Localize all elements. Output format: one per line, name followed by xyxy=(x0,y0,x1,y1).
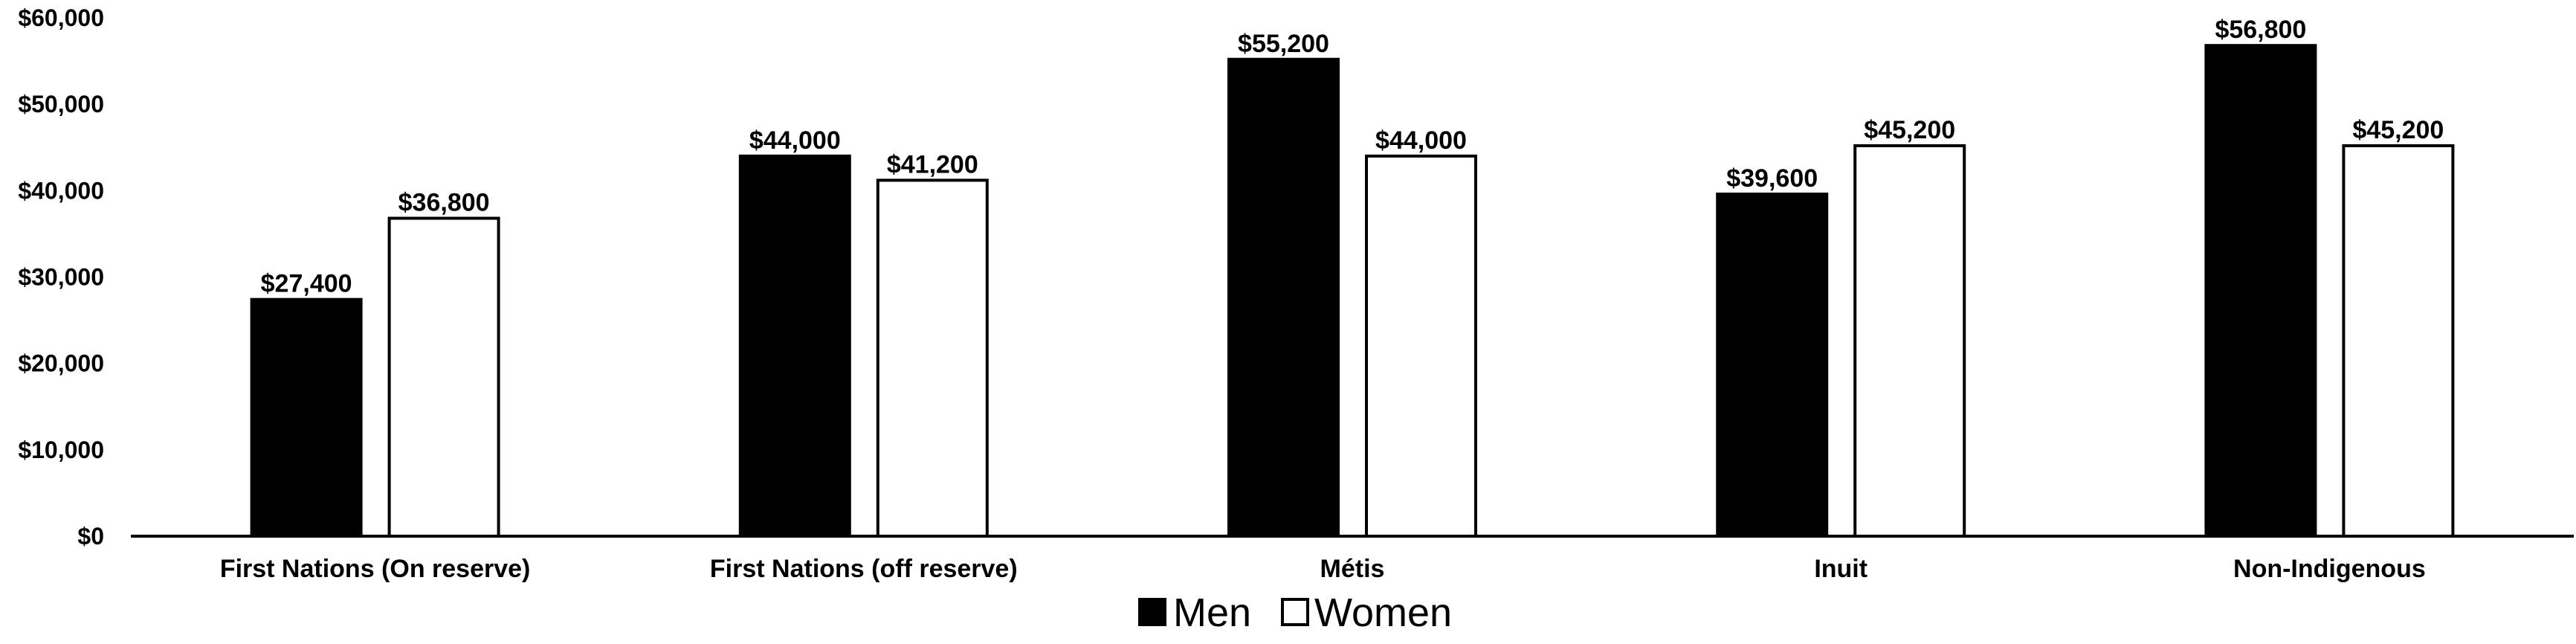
bar-women xyxy=(1853,144,1966,538)
data-label-women: $45,200 xyxy=(1864,116,1955,144)
data-label-men: $55,200 xyxy=(1238,30,1329,58)
data-label-women: $45,200 xyxy=(2352,116,2444,144)
bar-men xyxy=(738,154,851,538)
x-category-label: First Nations (On reserve) xyxy=(220,555,531,583)
data-label-men: $56,800 xyxy=(2215,16,2306,44)
legend-label-women: Women xyxy=(1314,590,1452,635)
y-tick-label: $0 xyxy=(77,523,104,550)
data-label-women: $36,800 xyxy=(398,189,490,217)
data-label-men: $39,600 xyxy=(1726,164,1818,193)
bar-women xyxy=(2342,144,2455,538)
legend-label-men: Men xyxy=(1173,590,1251,635)
x-category-label: Inuit xyxy=(1814,555,1868,583)
x-category-label: First Nations (off reserve) xyxy=(710,555,1018,583)
bar-men xyxy=(250,297,363,538)
bar-men xyxy=(2204,44,2317,538)
data-label-men: $44,000 xyxy=(749,126,841,155)
data-label-men: $27,400 xyxy=(261,270,352,298)
y-tick-label: $10,000 xyxy=(18,437,104,463)
bar-women xyxy=(876,178,989,538)
y-tick-label: $50,000 xyxy=(18,91,104,117)
legend: Men Women xyxy=(1138,590,1452,635)
bar-men xyxy=(1716,192,1829,538)
x-category-label: Métis xyxy=(1320,555,1385,583)
data-label-women: $41,200 xyxy=(887,150,978,178)
bars: $27,400 $36,800 $44,000 $41,200 $55,200 $44,0… xyxy=(250,16,2455,538)
y-tick-label: $30,000 xyxy=(18,264,104,291)
data-label-women: $44,000 xyxy=(1375,126,1467,155)
y-tick-label: $20,000 xyxy=(18,350,104,377)
x-category-label: Non-Indigenous xyxy=(2233,555,2426,583)
bar-men xyxy=(1227,57,1340,538)
y-tick-label: $60,000 xyxy=(18,4,104,31)
bar-women xyxy=(387,216,500,538)
y-axis: $0 $10,000 $20,000 $30,000 $40,000 $50,000 $60… xyxy=(18,4,104,550)
x-axis: First Nations (On reserve) First Nations … xyxy=(131,535,2574,583)
bar-women xyxy=(1365,154,1477,538)
legend-swatch-men xyxy=(1138,598,1166,626)
legend-swatch-women xyxy=(1281,598,1309,626)
y-tick-label: $40,000 xyxy=(18,177,104,204)
